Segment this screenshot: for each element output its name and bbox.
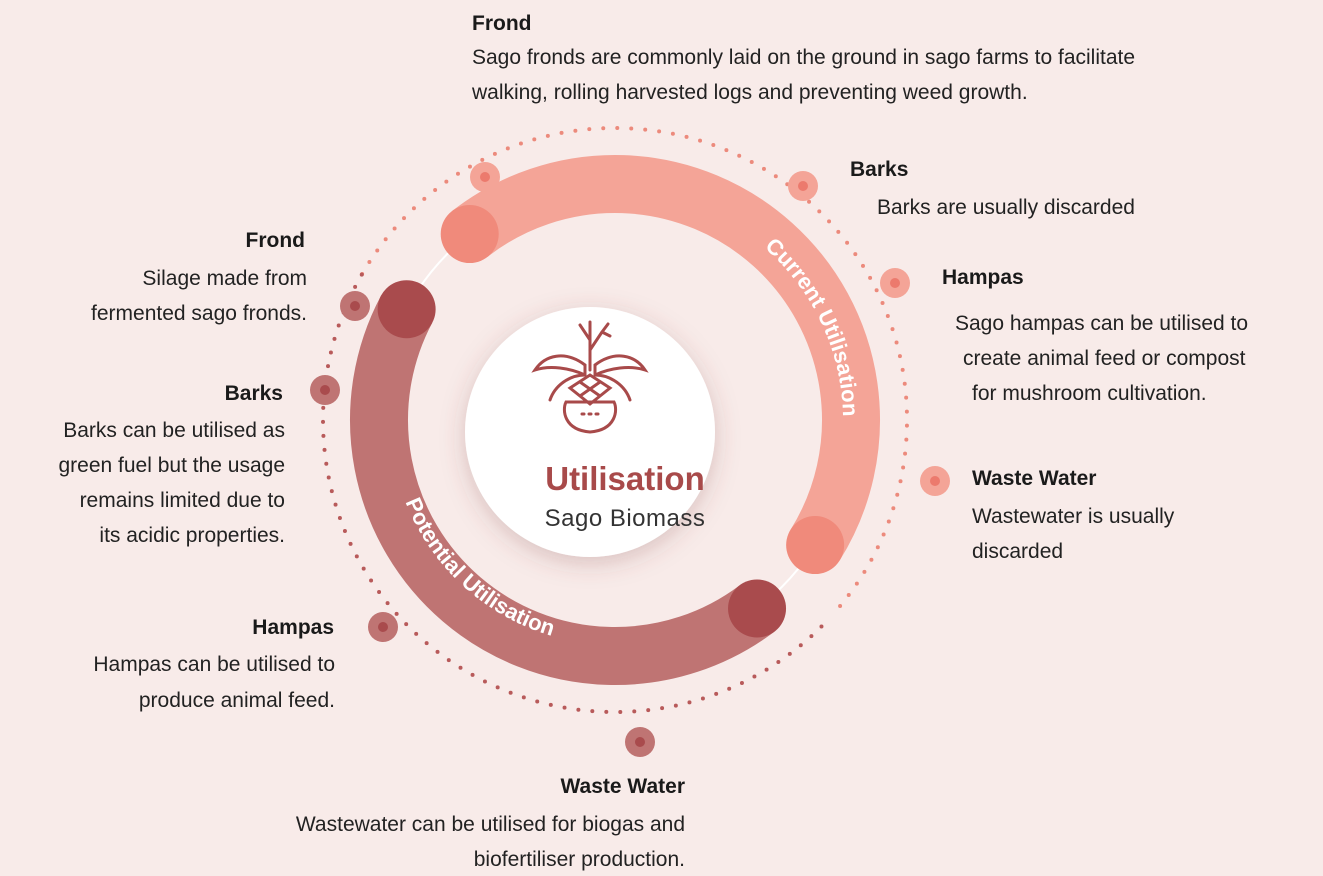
- item-title: Frond: [246, 229, 305, 252]
- arc-cap: [728, 579, 787, 638]
- palm-icon: [531, 320, 649, 434]
- node-center: [350, 301, 360, 311]
- item-description: green fuel but the usage: [58, 454, 285, 477]
- item-description: Barks can be utilised as: [63, 419, 285, 442]
- node-center: [320, 385, 330, 395]
- item-title: Waste Water: [972, 467, 1096, 490]
- node-center: [930, 476, 940, 486]
- item-title: Waste Water: [561, 775, 685, 798]
- potential-arc: [350, 295, 775, 685]
- item-description: fermented sago fronds.: [91, 302, 307, 325]
- item-title: Hampas: [942, 266, 1024, 289]
- item-description: Wastewater is usually: [972, 505, 1175, 528]
- item-title: Hampas: [252, 616, 334, 639]
- item-description: Wastewater can be utilised for biogas an…: [296, 813, 685, 836]
- item-title: Frond: [472, 12, 531, 35]
- node-center: [798, 181, 808, 191]
- center-title: Utilisation: [545, 460, 705, 497]
- item-description: Sago fronds are commonly laid on the gro…: [472, 46, 1135, 69]
- arc-cap: [786, 516, 845, 575]
- node-center: [890, 278, 900, 288]
- arc-cap: [377, 280, 436, 339]
- item-description: Sago hampas can be utilised to: [955, 312, 1248, 335]
- item-description: Silage made from: [142, 267, 307, 290]
- current-arc: [451, 155, 880, 561]
- item-description: for mushroom cultivation.: [972, 382, 1207, 405]
- item-description: produce animal feed.: [139, 689, 335, 712]
- item-title: Barks: [225, 382, 283, 405]
- item-description: walking, rolling harvested logs and prev…: [471, 81, 1028, 104]
- item-title: Barks: [850, 158, 908, 181]
- node-center: [378, 622, 388, 632]
- items: Frond Sago fronds are commonly laid on th…: [58, 12, 1248, 871]
- item-description: biofertiliser production.: [474, 848, 685, 871]
- item-description: discarded: [972, 540, 1063, 563]
- item-description: create animal feed or compost: [963, 347, 1246, 370]
- node-center: [480, 172, 490, 182]
- node-center: [635, 737, 645, 747]
- potential-dotted-ring: [321, 272, 824, 714]
- item-description: its acidic properties.: [99, 524, 285, 547]
- arc-cap: [440, 205, 499, 264]
- item-description: remains limited due to: [80, 489, 285, 512]
- item-description: Hampas can be utilised to: [93, 653, 335, 676]
- rings: [310, 126, 950, 757]
- item-description: Barks are usually discarded: [877, 196, 1135, 219]
- center-subtitle: Sago Biomass: [545, 505, 706, 532]
